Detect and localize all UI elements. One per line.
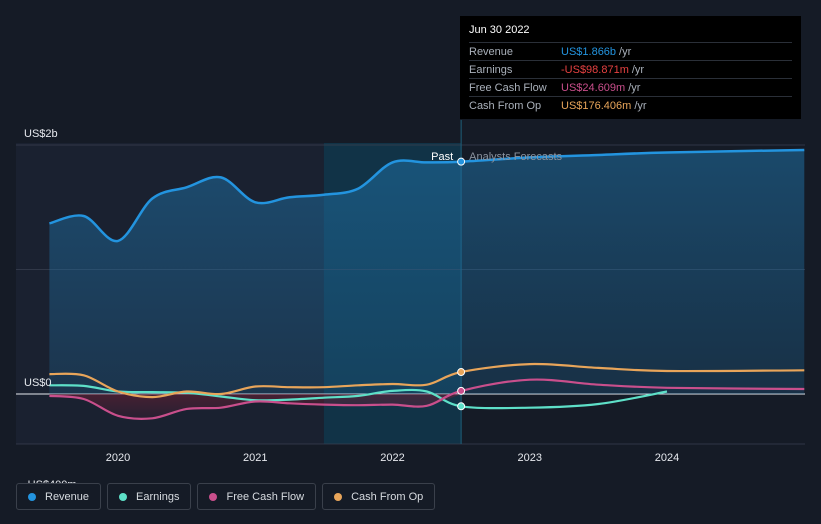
cash-from-op-marker: [457, 368, 466, 377]
legend: Revenue Earnings Free Cash Flow Cash Fro…: [16, 483, 436, 510]
past-label: Past: [431, 151, 453, 163]
y-tick-label: US$2b: [24, 128, 58, 140]
legend-dot-icon: [209, 492, 218, 501]
legend-item-cash-from-op[interactable]: Cash From Op: [322, 483, 436, 510]
legend-item-revenue[interactable]: Revenue: [16, 483, 102, 510]
y-tick-label: US$0: [24, 377, 52, 389]
tooltip-row-cash-from-op: Cash From Op US$176.406m /yr: [469, 96, 792, 114]
revenue-area: [49, 150, 805, 394]
legend-label: Free Cash Flow: [226, 490, 305, 503]
legend-item-earnings[interactable]: Earnings: [107, 483, 192, 510]
tooltip: Jun 30 2022 Revenue US$1.866b /yr Earnin…: [460, 16, 801, 119]
forecast-label: Analysts Forecasts: [469, 151, 562, 163]
tooltip-label: Cash From Op: [469, 99, 542, 112]
tooltip-value: -US$98.871m: [561, 63, 629, 76]
legend-label: Cash From Op: [351, 490, 424, 503]
earnings-line: [49, 384, 668, 410]
legend-label: Earnings: [136, 490, 180, 503]
tooltip-unit: /yr: [628, 81, 641, 94]
cash-from-op-line: [49, 362, 805, 399]
tooltip-label: Earnings: [469, 63, 513, 76]
revenue-marker: [457, 157, 466, 166]
tooltip-unit: /yr: [631, 63, 645, 76]
negative-area: [49, 394, 462, 419]
tooltip-unit: /yr: [634, 99, 647, 112]
tooltip-date: Jun 30 2022: [469, 24, 530, 36]
tooltip-row-free-cash-flow: Free Cash Flow US$24.609m /yr: [469, 78, 792, 96]
legend-label: Revenue: [45, 490, 90, 503]
tooltip-row-revenue: Revenue US$1.866b /yr: [469, 42, 792, 60]
tooltip-label: Free Cash Flow: [469, 81, 547, 94]
revenue-line: [49, 148, 805, 243]
earnings-marker: [457, 402, 466, 411]
tooltip-row-earnings: Earnings -US$98.871m /yr: [469, 60, 792, 78]
free-cash-flow-line: [49, 378, 805, 420]
legend-dot-icon: [28, 492, 36, 501]
tooltip-value: US$176.406m: [561, 99, 632, 112]
tooltip-unit: /yr: [619, 45, 632, 58]
tooltip-value: US$1.866b: [561, 45, 617, 58]
legend-item-free-cash-flow[interactable]: Free Cash Flow: [197, 483, 317, 510]
x-tick-label: 2023: [518, 452, 542, 464]
x-tick-label: 2021: [243, 452, 267, 464]
legend-dot-icon: [334, 492, 343, 501]
tooltip-value: US$24.609m: [561, 81, 626, 94]
x-tick-label: 2024: [655, 452, 679, 464]
x-tick-label: 2020: [106, 452, 130, 464]
tooltip-label: Revenue: [469, 45, 514, 58]
legend-dot-icon: [119, 492, 128, 501]
x-tick-label: 2022: [380, 452, 404, 464]
free-cash-flow-marker: [457, 386, 466, 395]
